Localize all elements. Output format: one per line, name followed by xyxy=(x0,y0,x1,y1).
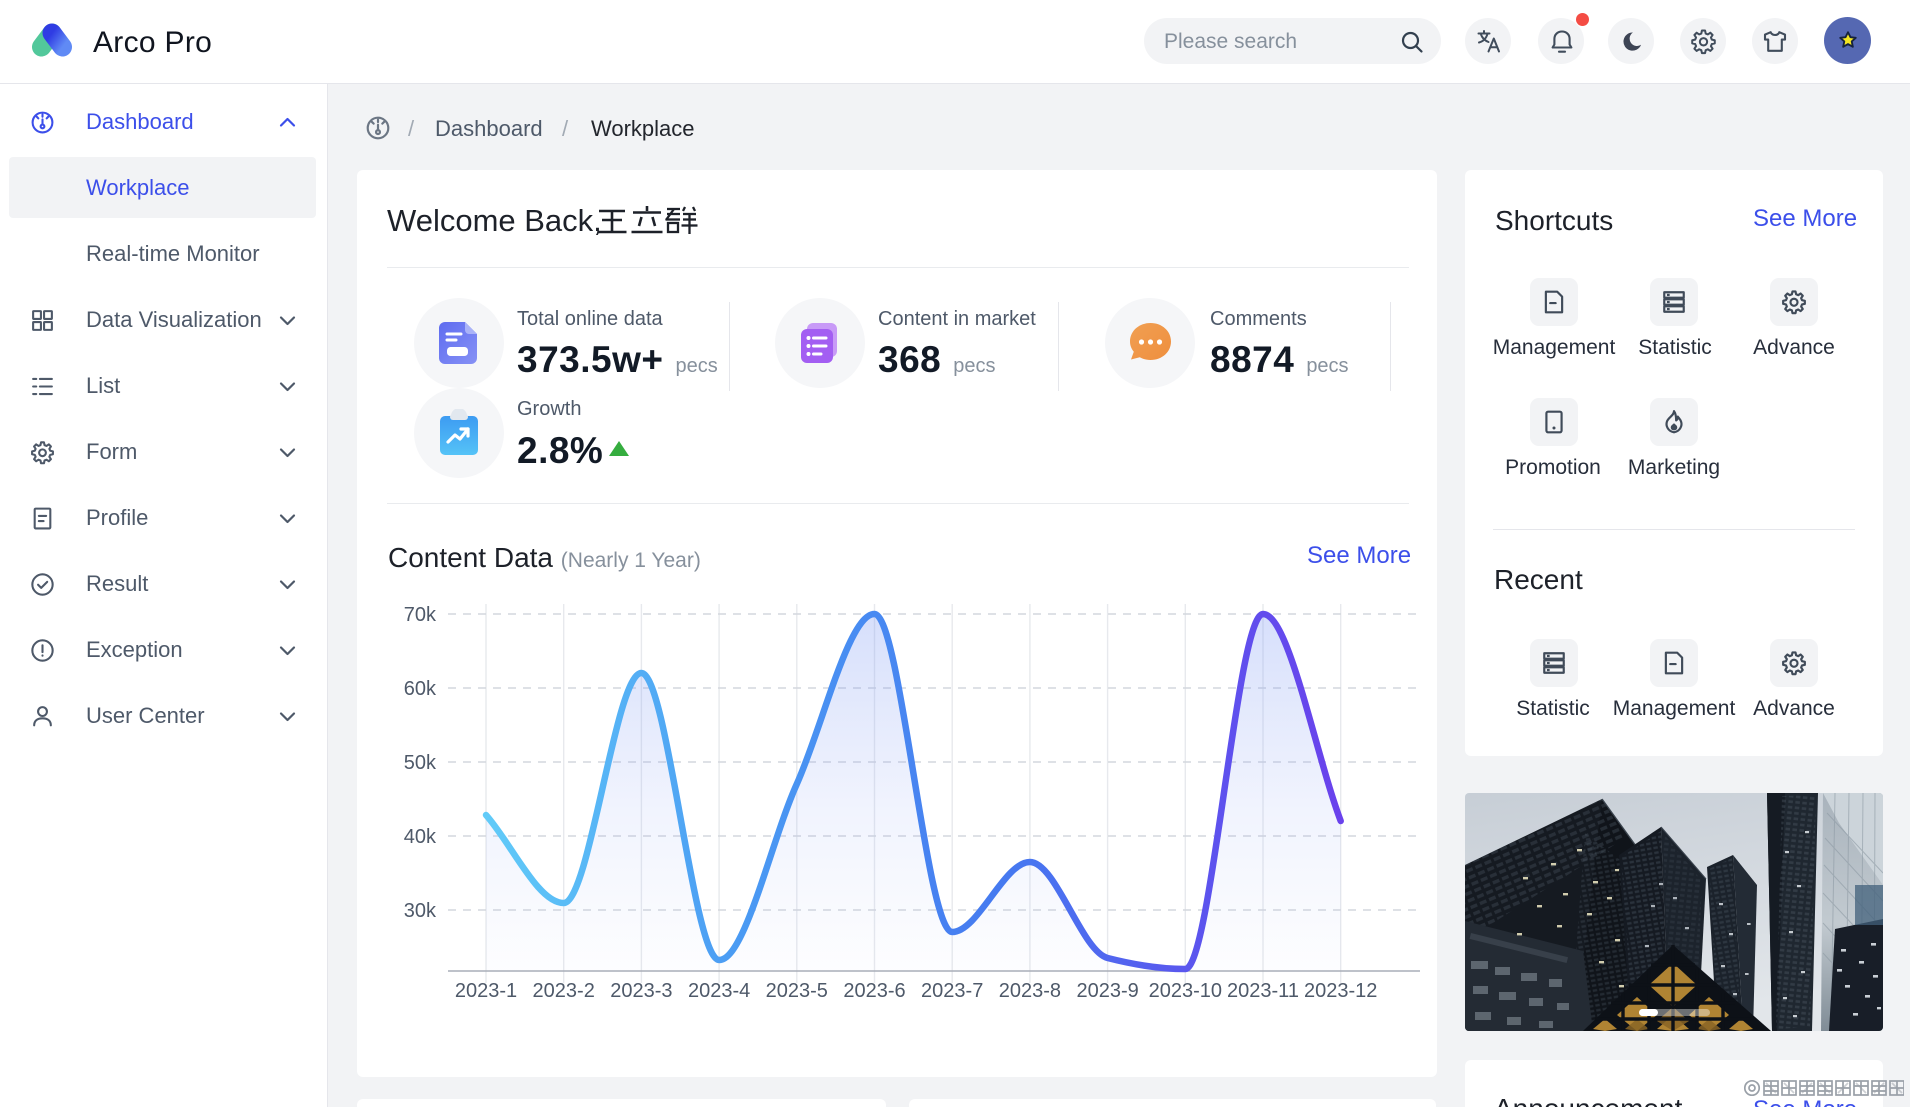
svg-text:2023-5: 2023-5 xyxy=(766,980,828,1002)
svg-text:2023-3: 2023-3 xyxy=(610,980,672,1002)
svg-text:2023-6: 2023-6 xyxy=(843,980,905,1002)
svg-text:2023-8: 2023-8 xyxy=(999,980,1061,1002)
svg-text:50k: 50k xyxy=(404,752,437,774)
svg-text:2023-4: 2023-4 xyxy=(688,980,750,1002)
svg-text:70k: 70k xyxy=(404,604,437,626)
svg-text:30k: 30k xyxy=(404,900,437,922)
svg-text:2023-12: 2023-12 xyxy=(1304,980,1377,1002)
svg-text:2023-2: 2023-2 xyxy=(533,980,595,1002)
svg-text:2023-11: 2023-11 xyxy=(1227,980,1299,1002)
svg-text:2023-7: 2023-7 xyxy=(921,980,983,1002)
svg-text:2023-9: 2023-9 xyxy=(1076,980,1138,1002)
svg-text:2023-1: 2023-1 xyxy=(455,980,517,1002)
svg-text:2023-10: 2023-10 xyxy=(1149,980,1222,1002)
svg-text:60k: 60k xyxy=(404,678,437,700)
svg-text:40k: 40k xyxy=(404,826,437,848)
